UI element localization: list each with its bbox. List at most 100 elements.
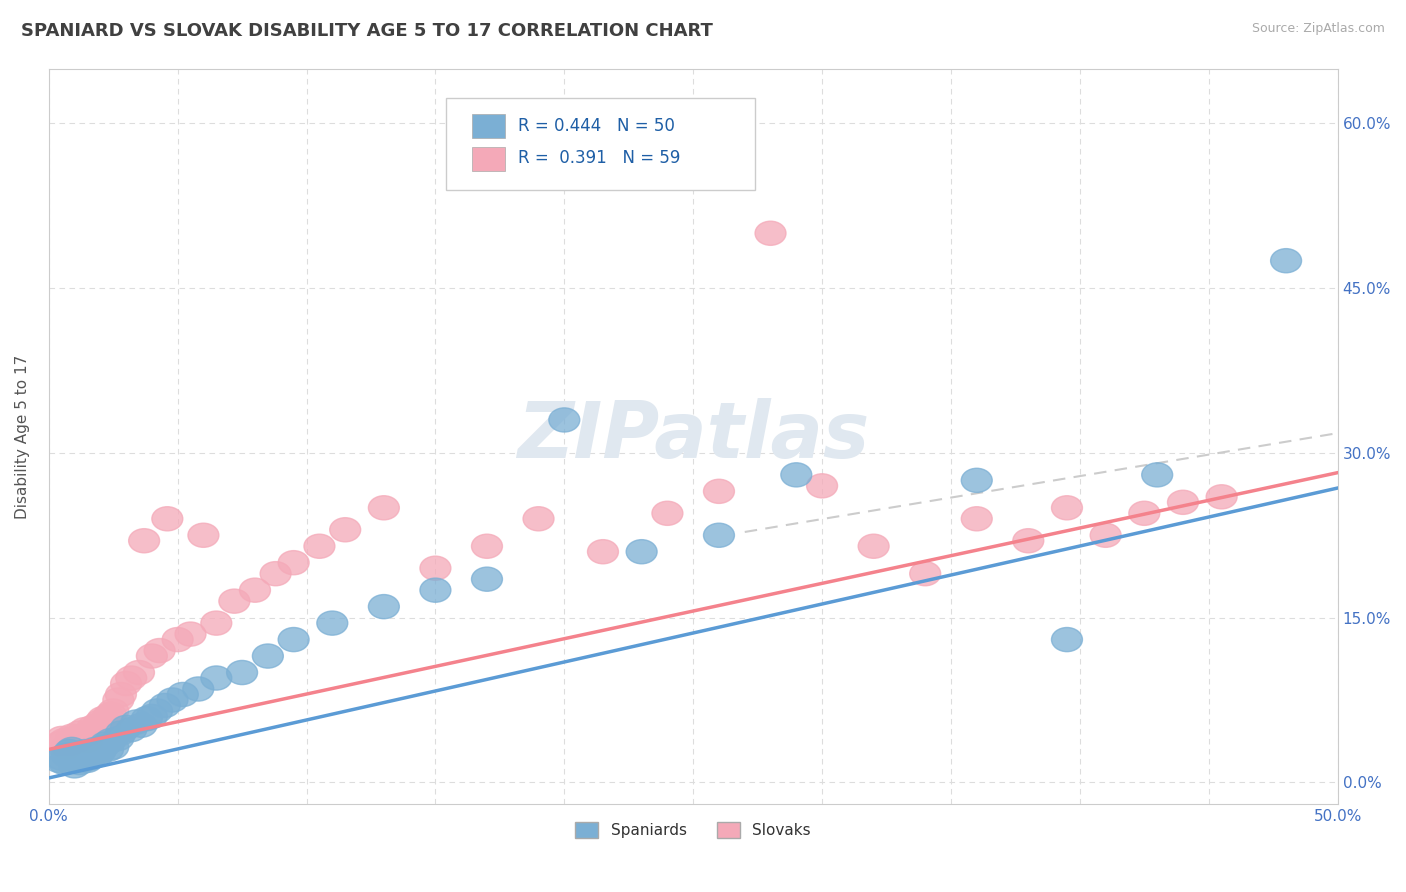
- Ellipse shape: [201, 611, 232, 635]
- Text: R =  0.391   N = 59: R = 0.391 N = 59: [517, 149, 681, 168]
- Ellipse shape: [1052, 627, 1083, 652]
- Ellipse shape: [56, 724, 87, 748]
- Ellipse shape: [77, 715, 108, 739]
- Ellipse shape: [807, 474, 838, 498]
- Ellipse shape: [56, 738, 87, 762]
- Ellipse shape: [149, 693, 180, 717]
- Ellipse shape: [858, 534, 889, 558]
- Ellipse shape: [90, 731, 121, 756]
- Text: ZIPatlas: ZIPatlas: [517, 399, 869, 475]
- Ellipse shape: [219, 589, 250, 613]
- Ellipse shape: [703, 524, 734, 548]
- Ellipse shape: [588, 540, 619, 564]
- Ellipse shape: [316, 611, 347, 635]
- Ellipse shape: [278, 627, 309, 652]
- Ellipse shape: [53, 731, 84, 756]
- Ellipse shape: [103, 688, 134, 712]
- Ellipse shape: [59, 726, 90, 750]
- Ellipse shape: [278, 550, 309, 574]
- Ellipse shape: [98, 699, 129, 723]
- Ellipse shape: [87, 706, 118, 731]
- Ellipse shape: [129, 529, 160, 553]
- Ellipse shape: [1129, 501, 1160, 525]
- Ellipse shape: [83, 743, 114, 767]
- Ellipse shape: [44, 731, 75, 756]
- FancyBboxPatch shape: [446, 98, 755, 190]
- Ellipse shape: [93, 738, 124, 762]
- Ellipse shape: [62, 729, 93, 753]
- Ellipse shape: [152, 507, 183, 531]
- Y-axis label: Disability Age 5 to 17: Disability Age 5 to 17: [15, 354, 30, 518]
- Ellipse shape: [136, 705, 167, 729]
- Ellipse shape: [1012, 529, 1043, 553]
- Ellipse shape: [703, 479, 734, 503]
- Ellipse shape: [183, 677, 214, 701]
- Ellipse shape: [167, 682, 198, 706]
- Ellipse shape: [226, 660, 257, 685]
- Ellipse shape: [910, 562, 941, 586]
- Ellipse shape: [1206, 484, 1237, 509]
- Ellipse shape: [1167, 491, 1198, 515]
- Ellipse shape: [253, 644, 284, 668]
- Ellipse shape: [83, 714, 114, 738]
- Ellipse shape: [65, 750, 96, 774]
- Ellipse shape: [103, 726, 134, 750]
- Ellipse shape: [239, 578, 270, 602]
- Ellipse shape: [90, 714, 121, 738]
- Ellipse shape: [115, 666, 146, 690]
- Ellipse shape: [44, 748, 75, 772]
- Ellipse shape: [420, 578, 451, 602]
- Ellipse shape: [127, 714, 157, 738]
- Ellipse shape: [626, 540, 657, 564]
- Ellipse shape: [67, 724, 98, 748]
- Ellipse shape: [368, 595, 399, 619]
- Ellipse shape: [49, 729, 80, 753]
- Ellipse shape: [59, 754, 90, 778]
- FancyBboxPatch shape: [471, 146, 505, 170]
- Ellipse shape: [330, 517, 361, 541]
- Ellipse shape: [962, 507, 993, 531]
- Ellipse shape: [53, 739, 84, 764]
- Ellipse shape: [652, 501, 683, 525]
- Ellipse shape: [115, 717, 146, 742]
- Ellipse shape: [471, 567, 502, 591]
- Text: R = 0.444   N = 50: R = 0.444 N = 50: [517, 117, 675, 135]
- Ellipse shape: [93, 705, 124, 729]
- Ellipse shape: [49, 750, 80, 774]
- Text: Source: ZipAtlas.com: Source: ZipAtlas.com: [1251, 22, 1385, 36]
- Ellipse shape: [260, 562, 291, 586]
- Ellipse shape: [962, 468, 993, 492]
- Ellipse shape: [98, 735, 129, 759]
- Ellipse shape: [142, 699, 173, 723]
- Ellipse shape: [84, 739, 115, 764]
- Ellipse shape: [201, 666, 232, 690]
- Ellipse shape: [65, 721, 96, 745]
- Ellipse shape: [131, 706, 162, 731]
- Ellipse shape: [72, 729, 103, 753]
- Ellipse shape: [67, 743, 98, 767]
- Ellipse shape: [1052, 496, 1083, 520]
- Ellipse shape: [111, 715, 142, 739]
- Ellipse shape: [368, 496, 399, 520]
- Ellipse shape: [75, 721, 105, 745]
- Ellipse shape: [87, 735, 118, 759]
- Ellipse shape: [1142, 463, 1173, 487]
- Ellipse shape: [523, 507, 554, 531]
- Ellipse shape: [121, 710, 152, 734]
- Ellipse shape: [780, 463, 811, 487]
- Ellipse shape: [176, 622, 207, 646]
- Ellipse shape: [96, 729, 127, 753]
- Ellipse shape: [548, 408, 579, 432]
- Ellipse shape: [304, 534, 335, 558]
- FancyBboxPatch shape: [471, 114, 505, 138]
- Ellipse shape: [46, 726, 77, 750]
- Ellipse shape: [46, 746, 77, 771]
- Ellipse shape: [75, 746, 105, 771]
- Ellipse shape: [80, 738, 111, 762]
- Ellipse shape: [105, 721, 136, 745]
- Ellipse shape: [162, 627, 193, 652]
- Ellipse shape: [755, 221, 786, 245]
- Ellipse shape: [96, 702, 127, 726]
- Ellipse shape: [136, 644, 167, 668]
- Ellipse shape: [80, 717, 111, 742]
